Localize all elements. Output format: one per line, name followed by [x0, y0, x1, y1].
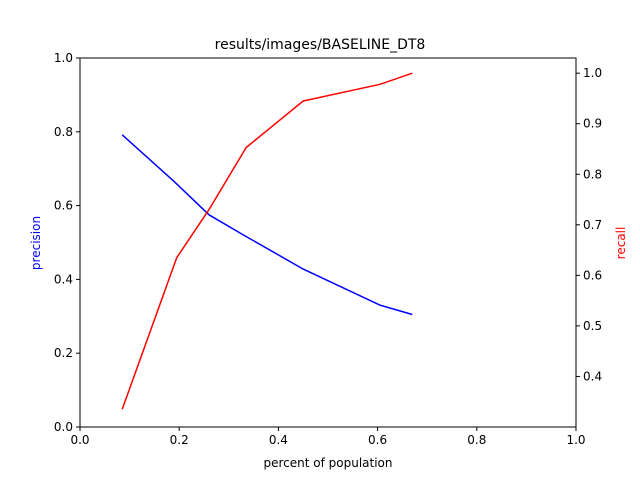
- right-y-tick-label: 0.8: [583, 167, 602, 181]
- x-axis-ticks: 0.0 0.2 0.4 0.6 0.8 1.0: [70, 427, 586, 447]
- right-y-axis-label: recall: [614, 227, 628, 260]
- x-tick-label: 0.2: [170, 433, 189, 447]
- right-y-tick-label: 0.4: [583, 369, 602, 383]
- plot-frame: [79, 57, 577, 428]
- left-y-axis-label: precision: [29, 216, 43, 270]
- left-y-tick-label: 1.0: [54, 51, 73, 65]
- left-y-axis-ticks: 0.0 0.2 0.4 0.6 0.8 1.0: [54, 51, 80, 434]
- right-y-axis-ticks: 0.4 0.5 0.6 0.7 0.8 0.9 1.0: [576, 66, 602, 383]
- left-y-tick-label: 0.6: [54, 199, 73, 213]
- right-y-tick-label: 0.6: [583, 268, 602, 282]
- x-tick-label: 0.4: [269, 433, 288, 447]
- left-y-tick-label: 0.8: [54, 125, 73, 139]
- right-y-tick-label: 1.0: [583, 66, 602, 80]
- x-axis-label: percent of population: [263, 456, 392, 470]
- x-tick-label: 1.0: [566, 433, 585, 447]
- x-tick-label: 0.0: [70, 433, 89, 447]
- series-line-precision: [121, 134, 413, 316]
- left-y-tick-label: 0.4: [54, 272, 73, 286]
- right-y-tick-label: 0.7: [583, 218, 602, 232]
- left-y-tick-label: 0.2: [54, 346, 73, 360]
- chart-title: results/images/BASELINE_DT8: [215, 37, 426, 53]
- left-y-tick-label: 0.0: [54, 420, 73, 434]
- x-tick-label: 0.6: [368, 433, 387, 447]
- x-tick-label: 0.8: [467, 433, 486, 447]
- right-y-tick-label: 0.9: [583, 117, 602, 131]
- series-lines: [121, 72, 413, 410]
- series-line-recall: [121, 72, 413, 410]
- right-y-tick-label: 0.5: [583, 319, 602, 333]
